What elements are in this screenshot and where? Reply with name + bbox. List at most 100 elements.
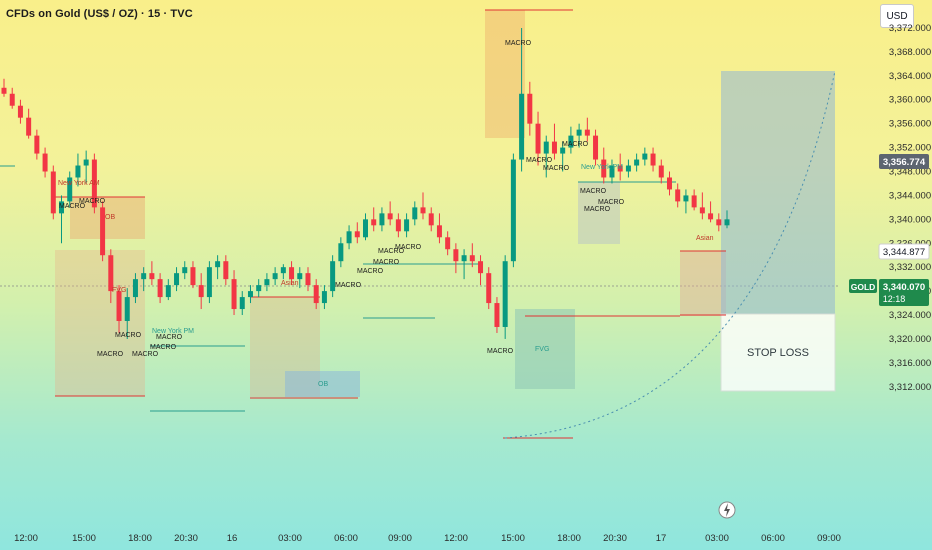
annotation-macro: MACRO	[156, 334, 183, 341]
annotation-macro: MACRO	[97, 351, 124, 358]
annotation-macro: MACRO	[598, 199, 625, 206]
price-tick-label: 3,356.000	[889, 119, 931, 130]
take-profit-zone	[721, 71, 835, 314]
price-tick-label: 3,352.000	[889, 143, 931, 154]
annotation-macro: MACRO	[357, 268, 384, 275]
stop-loss-zone	[720, 313, 836, 392]
annotation-ny-am: New York AM	[58, 180, 100, 187]
price-badges: 3,356.774 3,344.877 GOLD 3,340.070 12:18	[849, 154, 930, 306]
annotation-ny-pm: New York PM	[152, 328, 194, 335]
candle-body	[149, 273, 155, 280]
candle-body	[67, 177, 73, 202]
candle-body	[17, 105, 23, 118]
candle-body	[313, 285, 319, 304]
candle-body	[387, 213, 393, 220]
candle-body	[617, 165, 623, 172]
candle-body	[215, 261, 221, 268]
candle-body	[231, 279, 237, 310]
candles	[1, 27, 730, 339]
annotation-ob: OB	[318, 381, 328, 388]
candle-body	[157, 279, 163, 298]
price-badge-white	[878, 243, 930, 260]
annotation-fvg: FVG	[535, 346, 549, 353]
candle-body	[190, 267, 196, 286]
candle-body	[272, 273, 278, 280]
price-tick-label: 3,316.000	[889, 358, 931, 369]
countdown-text: 12:18	[883, 294, 906, 304]
candle-body	[100, 207, 106, 256]
currency-selector[interactable]: USD	[880, 4, 914, 28]
candle-body	[174, 273, 180, 286]
price-badge-grey	[879, 154, 929, 169]
candle-body	[116, 291, 122, 321]
candle-body	[478, 261, 484, 274]
candle-body	[642, 153, 648, 160]
candle-body	[321, 291, 327, 304]
time-tick-label: 15:00	[501, 533, 525, 544]
annotation-asian: Asian	[696, 235, 714, 242]
annotation-macro: MACRO	[373, 259, 400, 266]
annotation-ny-pm: New York PM	[581, 164, 623, 171]
annotations: New York AM MACRO MACRO OB FVG MACRO MAC…	[58, 40, 809, 388]
fvg-zone-2	[515, 309, 575, 389]
annotation-macro: MACRO	[584, 206, 611, 213]
candle-body	[379, 213, 385, 226]
time-tick-label: 20:30	[174, 533, 198, 544]
candle-body	[182, 267, 188, 274]
candle-body	[510, 159, 516, 262]
chart-title: CFDs on Gold (US$ / OZ) · 15 · TVC	[6, 8, 193, 20]
candle-body	[1, 87, 7, 94]
annotation-macro: MACRO	[580, 188, 607, 195]
candle-body	[132, 279, 138, 298]
candle-body	[436, 225, 442, 238]
event-lightning-icon[interactable]	[718, 501, 736, 519]
annotation-macro: MACRO	[150, 344, 177, 351]
candle-body	[165, 285, 171, 298]
annotation-asian: Asian	[281, 280, 299, 287]
candle-body	[83, 159, 89, 166]
candle-body	[338, 243, 344, 262]
candle-body	[609, 165, 615, 178]
candle-body	[683, 195, 689, 202]
time-tick-label: 03:00	[705, 533, 729, 544]
annotation-macro: MACRO	[335, 282, 362, 289]
candle-body	[280, 267, 286, 274]
current-price-badge	[879, 279, 929, 306]
candle-body	[699, 207, 705, 214]
time-tick-label: 06:00	[761, 533, 785, 544]
candle-body	[26, 117, 32, 136]
annotation-macro: MACRO	[395, 244, 422, 251]
annotation-macro: MACRO	[526, 157, 553, 164]
candle-body	[206, 267, 212, 298]
candle-body	[716, 219, 722, 226]
candle-body	[239, 297, 245, 310]
annotation-macro: MACRO	[505, 40, 532, 47]
price-tick-label: 3,348.000	[889, 167, 931, 178]
candle-body	[91, 159, 97, 208]
time-axis[interactable]: 12:00 15:00 18:00 20:30 16 03:00 06:00 09:00 12:…	[14, 533, 841, 544]
annotation-macro: MACRO	[487, 348, 514, 355]
candle-body	[198, 285, 204, 298]
price-tick-label: 3,340.000	[889, 214, 931, 225]
price-tick-label: 3,312.000	[889, 382, 931, 393]
time-tick-label: 03:00	[278, 533, 302, 544]
candle-body	[346, 231, 352, 244]
candle-body	[453, 249, 459, 262]
price-axis[interactable]: 3,372.000 3,368.000 3,364.000 3,360.000 3,35…	[842, 0, 932, 520]
price-tick-label: 3,368.000	[889, 47, 931, 58]
price-badge-white-text: 3,344.877	[883, 247, 925, 258]
candle-body	[650, 153, 656, 166]
candle-body	[50, 171, 56, 214]
price-tick-label: 3,324.000	[889, 310, 931, 321]
annotation-ob: OB	[105, 214, 115, 221]
candle-body	[141, 273, 147, 280]
stop-loss-label: STOP LOSS	[747, 347, 809, 359]
annotation-macro: MACRO	[562, 141, 589, 148]
symbol-badge	[849, 279, 877, 293]
time-tick-label: 15:00	[72, 533, 96, 544]
zones	[55, 10, 836, 397]
price-tick-label: 3,372.000	[889, 23, 931, 34]
price-tick-label: 3,364.000	[889, 71, 931, 82]
candle-body	[658, 165, 664, 178]
